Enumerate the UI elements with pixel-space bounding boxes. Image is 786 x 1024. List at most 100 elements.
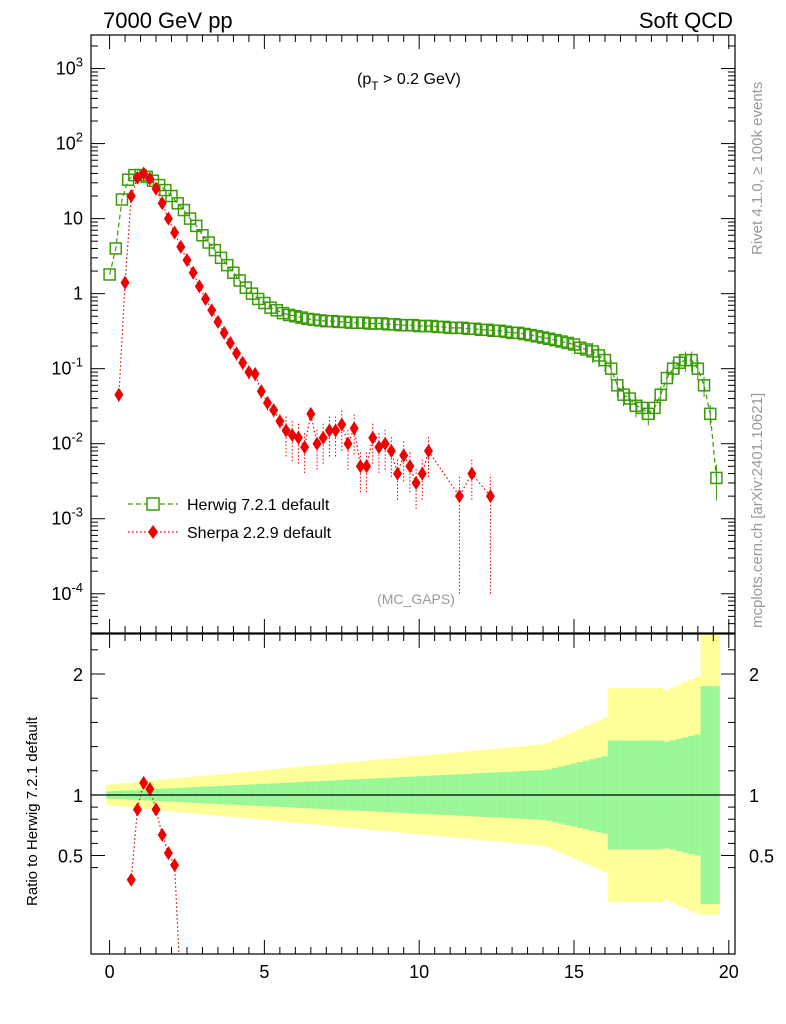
ratio-sherpa-point (163, 846, 173, 861)
y-tick-label-top: 102 (56, 130, 83, 154)
ratio-ylabel: Ratio to Herwig 7.2.1 default (24, 716, 41, 906)
axis-tick-labels: 10-4 10-3 10-2 10-1 1 10 102 103 0 5 10 15 20 0.5 0.5 1… (51, 55, 774, 982)
legend-herwig-marker (146, 497, 160, 511)
sherpa-point (324, 423, 334, 438)
sherpa-point (411, 475, 421, 490)
sherpa-point (399, 448, 409, 463)
sherpa-point (262, 395, 272, 410)
y-tick-label-top: 103 (56, 55, 83, 79)
sherpa-point (201, 291, 211, 306)
x-tick-label: 0 (105, 962, 115, 982)
sherpa-point (194, 279, 204, 294)
main-panel-series (103, 166, 723, 594)
sherpa-point (114, 387, 124, 402)
analysis-label: (MC_GAPS) (377, 591, 455, 607)
y-tick-label-top: 10-2 (51, 430, 83, 454)
header-right: Soft QCD (639, 8, 733, 33)
main-panel-frame (90, 34, 736, 634)
sherpa-point (293, 430, 303, 445)
axis-ticks (91, 35, 735, 954)
sherpa-point (318, 430, 328, 445)
sherpa-point (423, 443, 433, 458)
sherpa-point (232, 346, 242, 361)
legend-entry-herwig: Herwig 7.2.1 default (128, 497, 330, 514)
ratio-sherpa-point (126, 872, 136, 887)
sherpa-point (454, 489, 464, 504)
ratio-sherpa-point (132, 802, 142, 817)
sherpa-point (157, 196, 167, 211)
herwig-point (703, 407, 717, 421)
sherpa-point (281, 423, 291, 438)
sherpa-point (386, 443, 396, 458)
herwig-point (710, 471, 723, 485)
x-tick-label: 15 (564, 962, 584, 982)
herwig-point (109, 242, 123, 255)
sherpa-point (300, 440, 310, 455)
sherpa-point (417, 466, 427, 481)
ratio-y-tick-label-right: 1 (749, 786, 759, 806)
sherpa-point (213, 314, 223, 329)
ratio-panel-series (126, 775, 180, 954)
herwig-point (697, 379, 711, 392)
herwig-point (691, 362, 705, 375)
ratio-panel-frame (90, 633, 736, 955)
y-tick-label-top: 1 (73, 284, 83, 304)
x-tick-label: 20 (719, 962, 739, 982)
y-tick-label-top: 10-4 (51, 580, 83, 604)
sherpa-point (393, 466, 403, 481)
x-tick-label: 10 (409, 962, 429, 982)
herwig-point (654, 388, 667, 401)
ratio-y-tick-label: 1 (73, 786, 83, 806)
sherpa-point (238, 355, 248, 370)
sherpa-point (312, 436, 322, 451)
sherpa-point (331, 423, 341, 438)
sherpa-point (182, 253, 192, 268)
sherpa-point (380, 436, 390, 451)
sherpa-point (225, 335, 235, 350)
x-tick-label: 5 (259, 962, 269, 982)
sherpa-point (188, 265, 198, 280)
y-tick-label-top: 10-3 (51, 505, 83, 529)
header-left: 7000 GeV pp (103, 8, 233, 33)
sherpa-point (362, 459, 372, 474)
herwig-point (115, 193, 129, 206)
ratio-y-tick-label: 2 (73, 665, 83, 685)
ratio-sherpa-point (145, 781, 155, 796)
ratio-y-tick-label: 0.5 (58, 847, 83, 867)
ratio-sherpa-point (151, 802, 161, 817)
sherpa-point (355, 459, 365, 474)
ratio-sherpa-point (157, 827, 167, 842)
sherpa-point (485, 489, 495, 504)
sherpa-point (349, 421, 359, 436)
sherpa-point (337, 417, 347, 432)
ratio-y-tick-label-right: 2 (749, 665, 759, 685)
sherpa-point (306, 406, 316, 421)
ratio-sherpa-point (170, 858, 180, 873)
sherpa-point (120, 275, 130, 290)
sherpa-point (176, 239, 186, 254)
sherpa-point (269, 403, 279, 418)
sherpa-point (207, 303, 217, 318)
sherpa-point (287, 428, 297, 443)
cut-annotation: (pT > 0.2 GeV) (357, 71, 461, 93)
sherpa-point (467, 466, 477, 481)
legend-entry-sherpa: Sherpa 2.2.9 default (128, 525, 332, 542)
sherpa-point (250, 366, 260, 381)
sherpa-point (368, 430, 378, 445)
legend-sherpa-label: Sherpa 2.2.9 default (187, 525, 332, 542)
sherpa-point (126, 189, 136, 204)
sherpa-point (343, 436, 353, 451)
ratio-sherpa-point (139, 775, 149, 790)
herwig-point (103, 268, 116, 281)
sherpa-point (139, 166, 149, 181)
sherpa-point (170, 225, 180, 240)
sherpa-point (163, 211, 173, 226)
mcplots-label: mcplots.cern.ch [arXiv:2401.10621] (749, 393, 766, 628)
ratio-y-tick-label-right: 0.5 (749, 847, 774, 867)
legend: Herwig 7.2.1 default Sherpa 2.2.9 defaul… (128, 497, 332, 542)
y-tick-label-top: 10-1 (51, 355, 83, 379)
y-tick-label-top: 10 (63, 209, 83, 229)
rivet-label: Rivet 4.1.0, ≥ 100k events (749, 82, 766, 255)
sherpa-point (405, 459, 415, 474)
